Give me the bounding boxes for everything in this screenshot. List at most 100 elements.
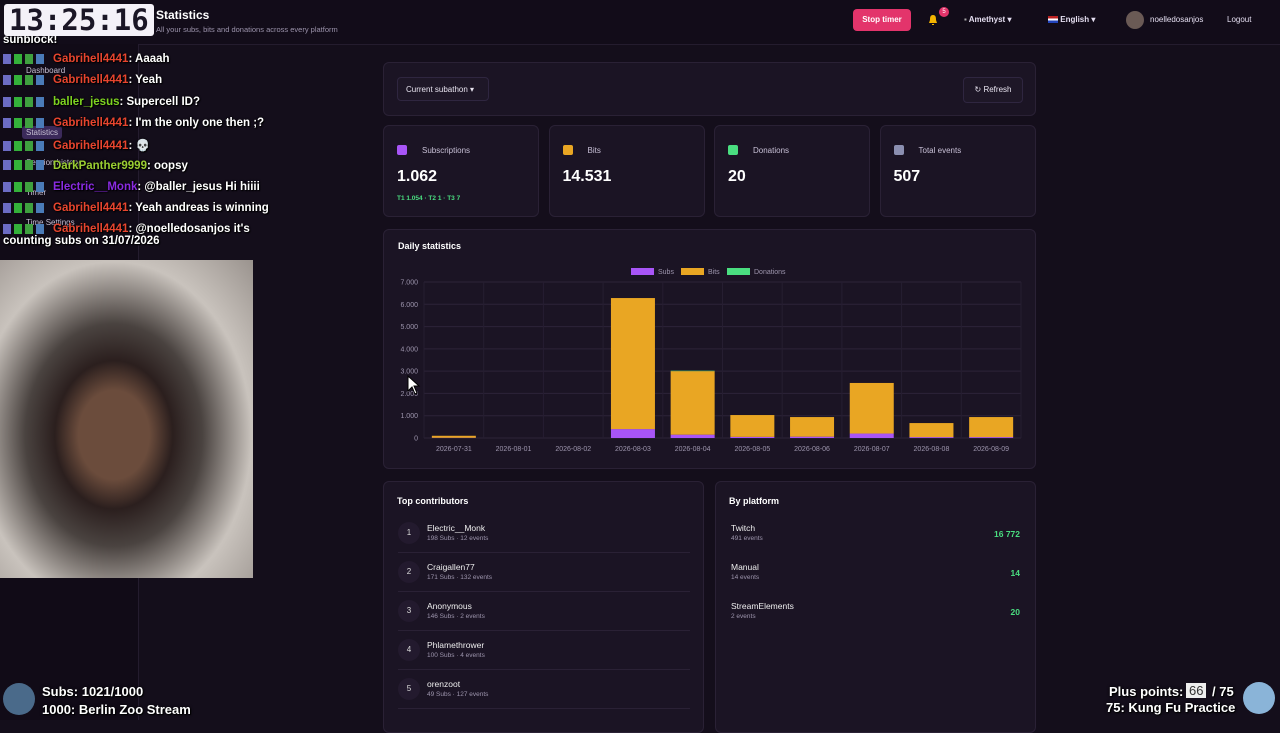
x-tick-label: 2026-08-06 xyxy=(794,446,830,453)
stat-label: Donations xyxy=(753,146,789,155)
bar-segment xyxy=(432,436,476,438)
chart-title: Daily statistics xyxy=(398,241,461,251)
stat-value: 14.531 xyxy=(563,168,612,186)
contributor-rank: 1 xyxy=(398,522,420,544)
y-tick-label: 6.000 xyxy=(400,302,418,309)
platform-name: Manual xyxy=(731,562,759,572)
clock: 13:25:16 xyxy=(4,4,154,36)
contributor-rank: 2 xyxy=(398,561,420,583)
stat-icon xyxy=(894,145,904,155)
chat-message: Gabrihell4441: Aaaah xyxy=(3,53,170,65)
y-tick-label: 0 xyxy=(414,436,418,443)
period-label: Current subathon xyxy=(406,85,468,94)
bar-segment xyxy=(909,437,953,438)
stat-label: Total events xyxy=(919,146,962,155)
chat-text: : oopsy xyxy=(147,160,188,172)
subs-goal: 1000: Berlin Zoo Stream xyxy=(42,702,191,717)
platform-value: 16 772 xyxy=(940,529,1020,539)
language-select[interactable]: English ▾ xyxy=(1048,9,1095,31)
page-subtitle: All your subs, bits and donations across… xyxy=(156,25,338,34)
bar-segment xyxy=(671,435,715,438)
theme-select[interactable]: ▪ Amethyst ▾ xyxy=(964,9,1011,31)
refresh-label: Refresh xyxy=(983,85,1011,94)
chat-badges xyxy=(3,54,49,64)
chat-text: : Yeah andreas is winning xyxy=(128,202,268,214)
chat-text: : Yeah xyxy=(128,74,162,86)
chat-user: baller_jesus xyxy=(53,96,119,108)
chat-badges xyxy=(3,203,49,213)
chat-message: Gabrihell4441: I'm the only one then ;? xyxy=(3,117,264,129)
contributor-name: orenzoot xyxy=(427,679,460,689)
legend-label: Subs xyxy=(658,269,674,276)
chat-user: Gabrihell4441 xyxy=(53,202,128,214)
stat-card: Bits 14.531 xyxy=(549,125,705,217)
platform-detail: 491 events xyxy=(731,535,763,542)
bar-segment xyxy=(850,434,894,438)
points-label: Plus points: xyxy=(1109,684,1183,699)
y-tick-label: 7.000 xyxy=(400,280,418,287)
webcam-feed xyxy=(0,260,253,578)
platform-detail: 2 events xyxy=(731,613,756,620)
period-select[interactable]: Current subathon ▾ xyxy=(397,77,489,101)
platform-detail: 14 events xyxy=(731,574,759,581)
stop-timer-button[interactable]: Stop timer xyxy=(853,9,911,31)
flag-icon xyxy=(1048,16,1058,23)
user-name[interactable]: noelledosanjos xyxy=(1150,9,1203,31)
contributor-rank: 3 xyxy=(398,600,420,622)
chat-text: : I'm the only one then ;? xyxy=(128,117,264,129)
stat-icon xyxy=(397,145,407,155)
bar-segment xyxy=(969,437,1013,438)
y-tick-label: 1.000 xyxy=(400,413,418,420)
refresh-button[interactable]: ↻ Refresh xyxy=(963,77,1023,103)
subs-goal-icon xyxy=(3,683,35,715)
x-tick-label: 2026-07-31 xyxy=(436,446,472,453)
chat-badges xyxy=(3,97,49,107)
chat-user: Gabrihell4441 xyxy=(53,74,128,86)
language-label: English xyxy=(1060,15,1089,24)
contributor-detail: 146 Subs · 2 events xyxy=(427,613,485,620)
x-tick-label: 2026-08-01 xyxy=(496,446,532,453)
logout-button[interactable]: Logout xyxy=(1227,9,1251,31)
y-tick-label: 5.000 xyxy=(400,324,418,331)
contributor-rank: 4 xyxy=(398,639,420,661)
chat-text: : 💀 xyxy=(128,140,149,152)
chat-message: Gabrihell4441: @noelledosanjos it's coun… xyxy=(3,223,253,247)
points-total: / 75 xyxy=(1212,684,1234,699)
contributor-detail: 198 Subs · 12 events xyxy=(427,535,488,542)
bar-segment xyxy=(790,437,834,438)
row-divider xyxy=(398,591,690,592)
y-tick-label: 4.000 xyxy=(400,346,418,353)
chat-message: Gabrihell4441: Yeah andreas is winning xyxy=(3,202,269,214)
stat-label: Bits xyxy=(588,146,601,155)
chat-user: Gabrihell4441 xyxy=(53,117,128,129)
chat-message: Gabrihell4441: Yeah xyxy=(3,74,162,86)
row-divider xyxy=(398,708,690,709)
bell-icon[interactable] xyxy=(927,14,939,26)
platform-value: 20 xyxy=(940,607,1020,617)
chat-user: Electric__Monk xyxy=(53,181,137,193)
x-tick-label: 2026-08-02 xyxy=(555,446,591,453)
legend-label: Bits xyxy=(708,269,720,276)
chat-message: baller_jesus: Supercell ID? xyxy=(3,96,200,108)
theme-label: Amethyst xyxy=(969,15,1005,24)
contributor-rank: 5 xyxy=(398,678,420,700)
chat-user: Gabrihell4441 xyxy=(53,140,128,152)
contributor-name: Craigallen77 xyxy=(427,562,475,572)
legend-swatch xyxy=(631,268,654,275)
x-tick-label: 2026-08-03 xyxy=(615,446,651,453)
chat-user: Gabrihell4441 xyxy=(53,53,128,65)
stat-value: 20 xyxy=(728,168,746,186)
contributor-name: Anonymous xyxy=(427,601,472,611)
page-title: Statistics xyxy=(156,8,209,22)
stat-icon xyxy=(563,145,573,155)
row-divider xyxy=(398,552,690,553)
stat-icon xyxy=(728,145,738,155)
x-tick-label: 2026-08-05 xyxy=(734,446,770,453)
contributor-name: Phlamethrower xyxy=(427,640,484,650)
contributor-detail: 49 Subs · 127 events xyxy=(427,691,488,698)
